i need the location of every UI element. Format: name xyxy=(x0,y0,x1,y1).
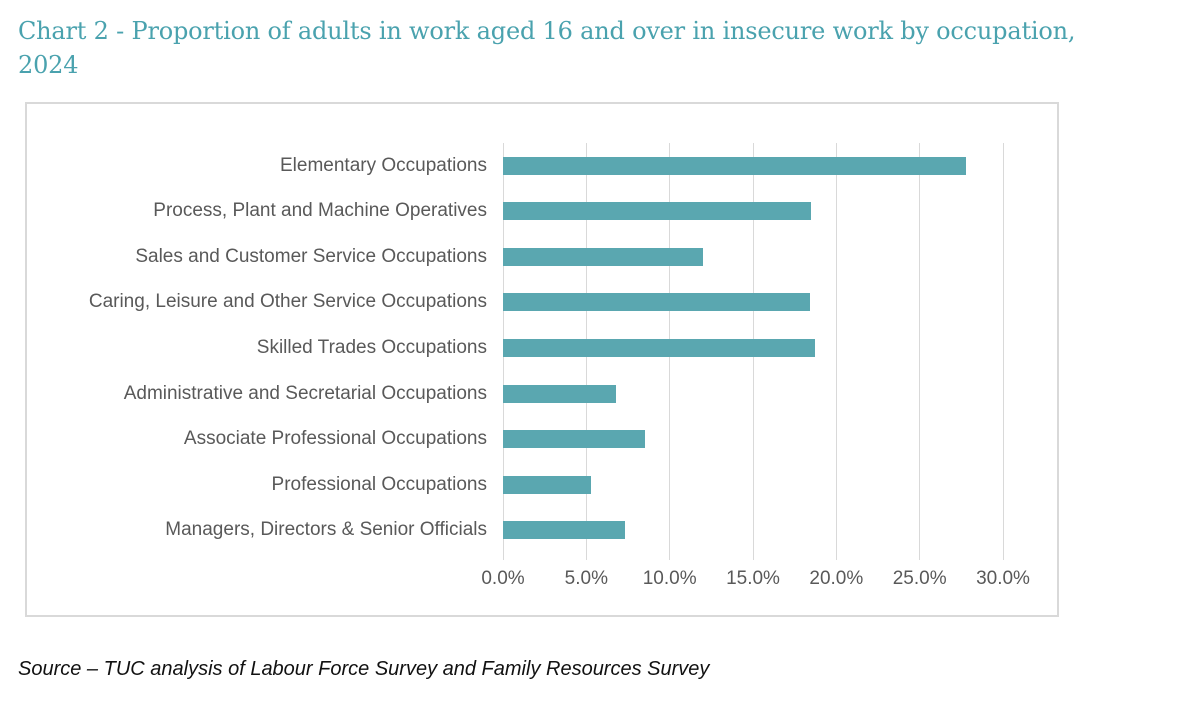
x-tick-label: 10.0% xyxy=(642,568,697,589)
category-label: Professional Occupations xyxy=(271,473,487,495)
x-tick-label: 25.0% xyxy=(892,568,947,589)
x-tick-label: 5.0% xyxy=(564,568,608,589)
category-label: Caring, Leisure and Other Service Occupa… xyxy=(88,291,487,313)
gridline xyxy=(919,143,921,560)
chart-title: Chart 2 - Proportion of adults in work a… xyxy=(18,14,1198,82)
bar xyxy=(503,293,810,312)
x-tick-label: 15.0% xyxy=(726,568,780,589)
bar xyxy=(503,247,703,266)
category-label: Managers, Directors & Senior Officials xyxy=(165,519,487,541)
bar xyxy=(503,475,592,494)
x-tick-label: 0.0% xyxy=(481,568,525,589)
bar xyxy=(503,430,645,449)
category-label: Skilled Trades Occupations xyxy=(256,337,487,358)
chart-title-line2: 2024 xyxy=(18,51,79,79)
gridline xyxy=(1002,143,1004,560)
chart-title-line1: Chart 2 - Proportion of adults in work a… xyxy=(18,17,1076,45)
category-label: Process, Plant and Machine Operatives xyxy=(153,200,487,222)
category-label: Associate Professional Occupations xyxy=(183,428,487,450)
gridline xyxy=(835,143,837,560)
x-tick-label: 20.0% xyxy=(809,568,864,589)
bar xyxy=(503,202,812,221)
chart-frame: 0.0% 5.0% 10.0% 15.0% 20.0% 25.0% 30.0% Element… xyxy=(25,102,1059,617)
source-note: Source – TUC analysis of Labour Force Su… xyxy=(18,658,710,680)
bar xyxy=(503,384,617,403)
bar xyxy=(503,521,625,540)
x-tick-label: 30.0% xyxy=(976,568,1030,589)
category-label: Administrative and Secretarial Occupatio… xyxy=(123,382,487,404)
category-label: Sales and Customer Service Occupations xyxy=(135,245,487,267)
category-label: Elementary Occupations xyxy=(280,154,487,176)
bar xyxy=(503,339,815,357)
bar xyxy=(503,156,967,175)
